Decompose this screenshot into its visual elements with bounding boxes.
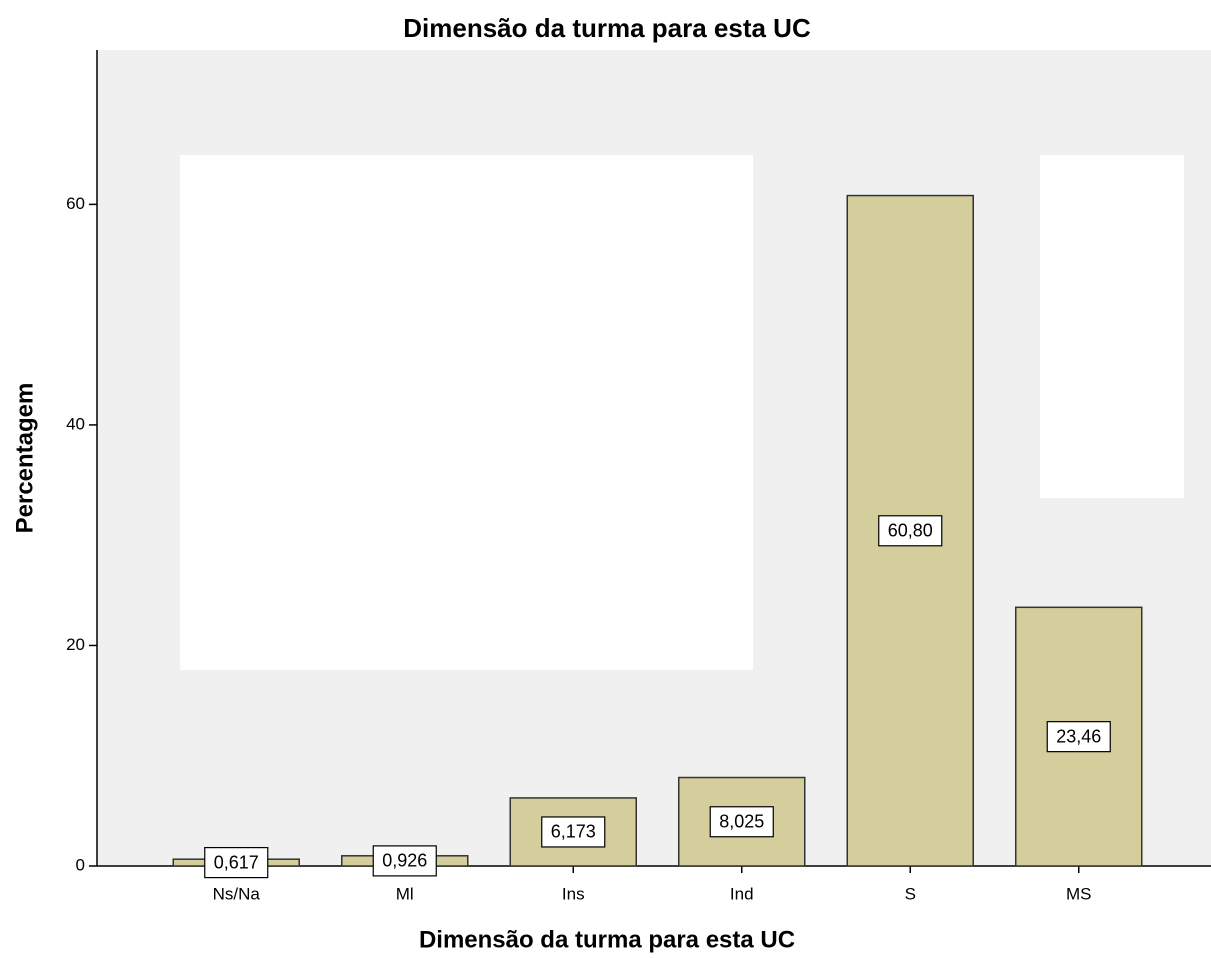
x-tick-label: Ml — [396, 884, 414, 903]
value-label: 6,173 — [551, 822, 596, 842]
value-label-box — [541, 816, 606, 848]
value-label: 8,025 — [719, 812, 764, 832]
y-tick-label: 0 — [76, 855, 85, 874]
value-label: 0,617 — [214, 852, 259, 872]
chart-title: Dimensão da turma para esta UC — [403, 13, 811, 43]
value-label: 60,80 — [888, 521, 933, 541]
value-label-box — [204, 846, 269, 879]
y-tick-label: 40 — [66, 414, 85, 433]
value-label: 23,46 — [1056, 726, 1101, 746]
x-tick-label: MS — [1066, 884, 1092, 903]
y-tick-label: 20 — [66, 635, 85, 654]
x-axis-label: Dimensão da turma para esta UC — [419, 926, 795, 953]
blank-patch — [180, 155, 753, 670]
blank-patch — [1040, 155, 1184, 498]
x-tick-label: Ins — [562, 884, 585, 903]
value-label-box — [709, 806, 774, 838]
x-tick-label: S — [905, 884, 916, 903]
x-tick-label: Ind — [730, 884, 754, 903]
x-tick-label: Ns/Na — [213, 884, 261, 903]
value-label-box — [372, 845, 437, 877]
value-label: 0,926 — [382, 851, 427, 871]
value-label-box — [1046, 721, 1111, 753]
y-axis-label: Percentagem — [11, 383, 38, 534]
y-tick-label: 60 — [66, 194, 85, 213]
value-label-box — [878, 515, 943, 547]
